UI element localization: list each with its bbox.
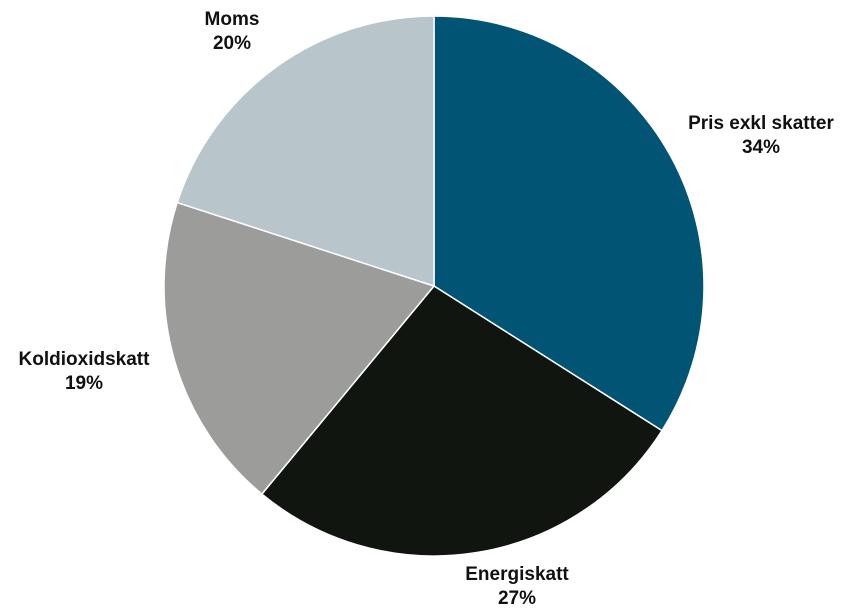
slice-name: Pris exkl skatter bbox=[688, 113, 834, 134]
slice-label-energiskatt: Energiskatt 27% bbox=[452, 563, 582, 611]
pie-slice-energiskatt bbox=[260, 285, 664, 557]
slice-label-moms: Moms 20% bbox=[192, 8, 272, 56]
slice-label-koldioxidskatt: Koldioxidskatt 19% bbox=[4, 348, 164, 396]
pie-slice-pris-exkl-skatter bbox=[433, 15, 705, 432]
pie-slice-koldioxidskatt bbox=[163, 201, 436, 496]
slice-percent: 27% bbox=[497, 588, 537, 609]
slice-percent: 20% bbox=[212, 33, 252, 54]
slice-name: Moms bbox=[204, 9, 260, 30]
slice-label-pris-exkl-skatter: Pris exkl skatter 34% bbox=[686, 112, 836, 160]
slice-percent: 19% bbox=[64, 373, 104, 394]
slice-percent: 34% bbox=[741, 137, 781, 158]
slice-name: Energiskatt bbox=[465, 564, 569, 585]
pie-slice-moms bbox=[176, 15, 435, 288]
slice-name: Koldioxidskatt bbox=[18, 349, 150, 370]
